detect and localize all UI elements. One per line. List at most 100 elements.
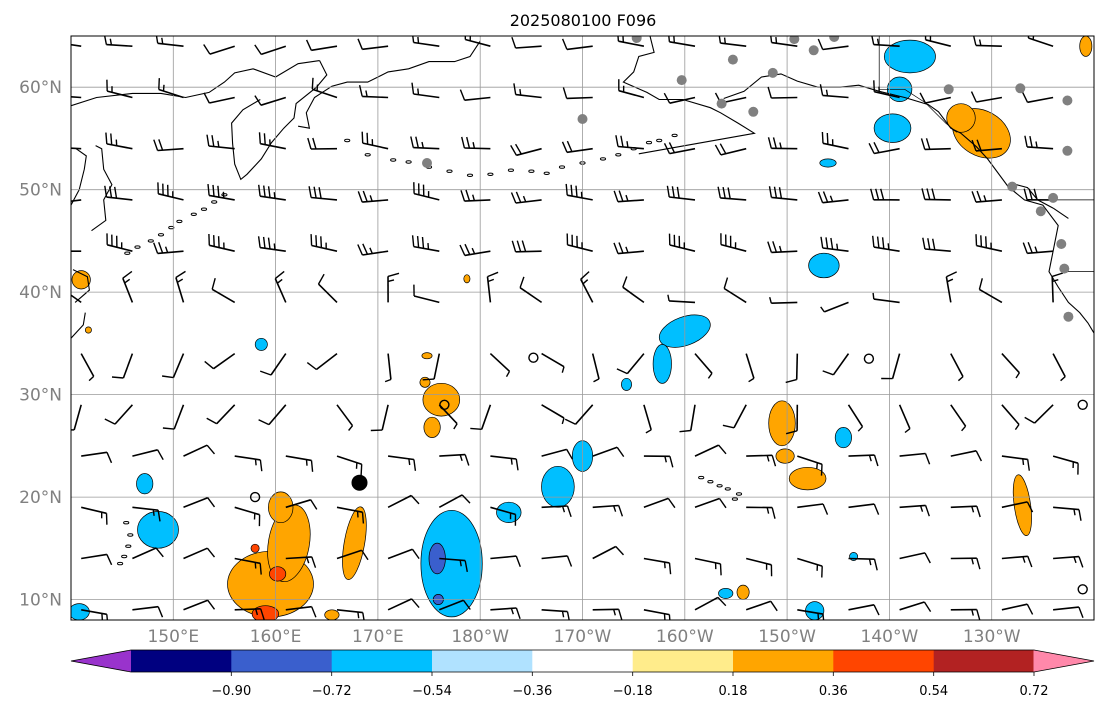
wind-barb [643,609,671,620]
wind-barb-shaft [183,547,208,560]
wind-barb [579,271,594,303]
wind-barb-shaft [643,497,669,509]
wind-barb [71,43,82,47]
longitude-label: 160°W [656,627,714,647]
wind-barb-shaft [899,601,925,611]
wind-barb-shaft [71,147,82,150]
wind-barb-flag [613,190,619,202]
colorbar-tick-label: −0.90 [211,684,251,699]
aleutian-islands [390,158,397,162]
station-dot [748,106,759,117]
wind-barb-flag [617,36,620,42]
wind-barb-flag [162,427,175,430]
wind-barb [592,446,625,458]
wind-barb-flag [980,235,983,247]
longitude-label: 170°W [554,627,612,647]
wind-barb [258,132,286,150]
wind-barb [412,36,440,47]
wind-barb [438,494,471,509]
wind-barb [870,188,900,201]
wind-barb-half-flag [348,425,354,431]
wind-barb-flag [211,135,215,147]
anomaly-area [269,566,287,582]
wind-barb [274,270,287,303]
wind-barb-half-flag [1060,376,1066,382]
wind-barb-flag [1028,188,1033,200]
kuril-islands [168,225,175,230]
wind-barb [464,36,491,47]
wind-barb-half-flag [273,243,276,250]
wind-barb [175,270,186,303]
wind-barb-flag [274,270,285,280]
wind-barb [718,36,747,47]
station-dot [1035,206,1046,217]
wind-barb-flag [52,240,55,251]
wind-barbs-layer [52,36,1084,620]
wind-barb-shaft [285,605,312,611]
wind-barb-shaft [71,199,82,202]
wind-barb-flag [1078,556,1084,568]
wind-barb [155,36,184,47]
wind-barb-half-flag [369,195,373,202]
wind-barb-flag [785,430,798,435]
wind-barb-shaft [516,147,542,157]
wind-barb-flag [415,136,419,148]
station-dot [1059,263,1070,274]
kuril-islands [157,233,165,237]
wind-barb-flag [213,235,215,247]
wind-barb-shaft [924,198,951,201]
wind-barb-flag [976,139,982,151]
wind-barb [898,404,911,434]
wind-barb [357,190,389,203]
wind-barb-flag [204,360,214,370]
wind-barb [616,353,645,375]
wind-barb [694,444,727,457]
wind-barb-flag [461,494,471,504]
wind-barb-flag [156,449,164,461]
wind-barb-flag [872,235,875,248]
anomaly-area [71,603,90,620]
wind-barb-flag [217,185,220,198]
wind-barb [336,609,365,620]
colorbar-segment [933,650,1035,672]
wind-barb [950,608,981,620]
wind-barb [183,547,216,560]
wind-barb [511,240,542,253]
wind-barb-flag [920,138,926,150]
colorbar-segment [432,650,533,672]
wind-barb-shaft [574,404,594,425]
wind-barb [820,301,849,313]
wind-barb-flag [722,186,726,199]
wind-barb [153,242,184,255]
marianas-islands [125,544,132,548]
longitude-label: 130°W [963,627,1021,647]
wind-barb-flag [924,453,931,465]
wind-barb [103,36,133,47]
wind-barb [767,86,798,99]
wind-barb-shaft [336,549,362,560]
wind-barb [694,497,727,509]
anomaly-area [808,252,840,279]
wind-barb-shaft [260,45,287,56]
wind-barb-half-flag [357,611,360,619]
wind-barb [970,91,1003,103]
wind-barb-flag [615,135,619,147]
station-dot [808,45,819,56]
wind-barb [847,404,864,432]
wind-barb-flag [510,145,518,156]
wind-barb-shaft [490,555,517,560]
wind-barb-flag [919,92,927,104]
wind-barb-flag [510,192,517,204]
wind-barb [848,604,880,616]
wind-barb [723,277,747,304]
longitude-label: 140°W [861,627,919,647]
wind-barb-flag [615,546,625,556]
wind-barb-flag [206,547,216,558]
latitude-label: 50°N [19,181,62,201]
wind-barb-flag [211,278,216,290]
wind-barb-flag [461,136,466,149]
wind-barb [203,92,235,104]
wind-barb-flag [212,184,215,197]
wind-barb [848,454,879,467]
longitude-label: 160°E [250,627,302,647]
